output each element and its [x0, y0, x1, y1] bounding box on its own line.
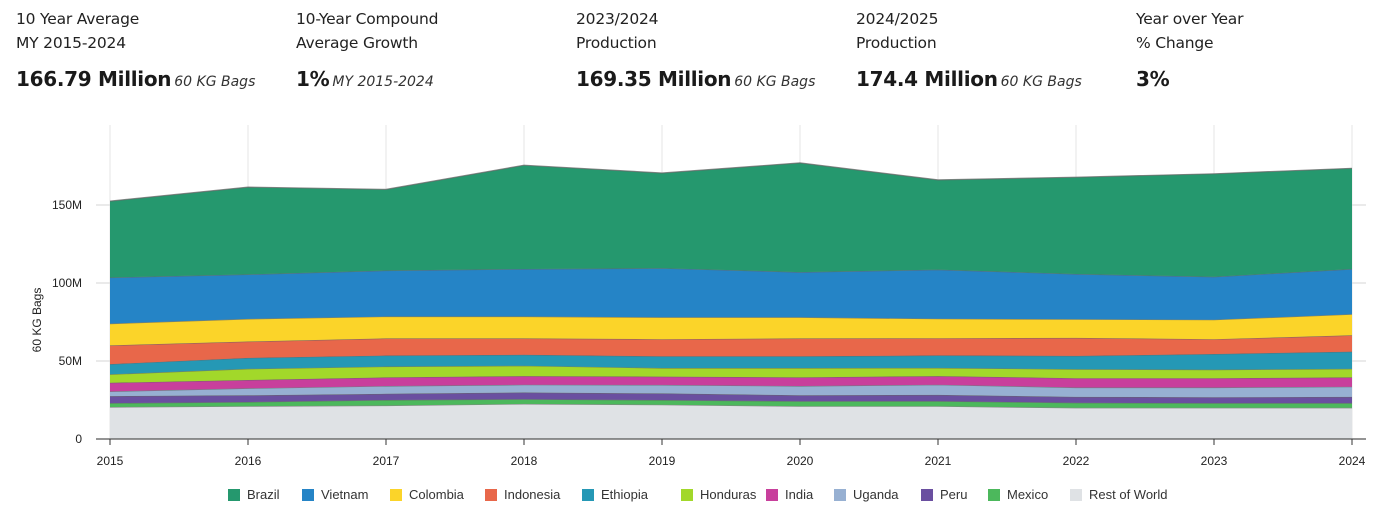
legend-label: Indonesia [504, 487, 561, 502]
legend-label: Vietnam [321, 487, 369, 502]
legend-label: Uganda [853, 487, 899, 502]
stat-unit: 60 KG Bags [734, 74, 816, 90]
stat-label: 10-Year Compound [296, 10, 439, 28]
x-tick-label: 2023 [1201, 454, 1228, 468]
stat-label: Production [576, 34, 657, 52]
area-rest-of-world[interactable] [110, 403, 1352, 439]
stat-label: 10 Year Average [16, 10, 140, 28]
summary-stats: 10 Year Average MY 2015-2024 166.79 Mill… [0, 0, 1384, 110]
stacked-area-chart: 0 50M 100M 150M 2015 2016 2017 2018 2019 2020 2021… [30, 125, 1366, 468]
legend-swatch [485, 488, 497, 501]
area-india[interactable] [110, 376, 1352, 392]
stat-label: 2024/2025 [856, 10, 939, 28]
stat-label: Production [856, 34, 937, 52]
stat-label: 2023/2024 [576, 10, 659, 28]
legend-label: Mexico [1007, 487, 1049, 502]
area-edge-brazil [109, 162, 1353, 202]
y-tick-label: 0 [75, 432, 82, 446]
legend-swatch [1070, 488, 1082, 501]
x-tick-label: 2022 [1063, 454, 1090, 468]
y-tick-label: 50M [59, 354, 82, 368]
stat-value: 3% [1136, 67, 1170, 91]
legend-swatch [228, 488, 240, 501]
legend-label: Ethiopia [601, 487, 648, 502]
area-edge-indonesia [109, 334, 1353, 346]
legend-swatch [988, 488, 1000, 501]
stat-value: 174.4 Million [856, 67, 998, 91]
stat-label: Average Growth [296, 34, 418, 52]
stat-value: 1% [296, 67, 330, 91]
legend-swatch [390, 488, 402, 501]
legend-item-colombia[interactable]: Colombia [390, 487, 464, 502]
axes: 0 50M 100M 150M 2015 2016 2017 2018 2019 2020 2021… [52, 198, 1366, 468]
legend-label: Rest of World [1089, 487, 1168, 502]
x-tick-label: 2019 [649, 454, 676, 468]
legend-swatch [582, 488, 594, 501]
legend-item-ethiopia[interactable]: Ethiopia [582, 487, 648, 502]
legend-swatch [834, 488, 846, 501]
stat-label: % Change [1136, 34, 1214, 52]
chart-legend: Brazil Vietnam Colombia Indonesia Ethiopia Ho… [0, 487, 1384, 507]
x-tick-label: 2016 [235, 454, 262, 468]
legend-swatch [921, 488, 933, 501]
legend-item-indonesia[interactable]: Indonesia [485, 487, 560, 502]
legend-item-uganda[interactable]: Uganda [834, 487, 899, 502]
stat-unit: 60 KG Bags [1000, 74, 1082, 90]
legend-item-vietnam[interactable]: Vietnam [302, 487, 368, 502]
area-uganda[interactable] [110, 384, 1352, 398]
area-colombia[interactable] [110, 314, 1352, 346]
stat-2024-2025-production: 2024/2025 Production 174.4 Million 60 KG … [856, 7, 1082, 91]
legend-label: Brazil [247, 487, 280, 502]
stat-ten-year-average: 10 Year Average MY 2015-2024 166.79 Mill… [16, 7, 255, 91]
stat-unit: 60 KG Bags [174, 74, 256, 90]
area-mexico[interactable] [110, 399, 1352, 408]
legend-item-brazil[interactable]: Brazil [228, 487, 280, 502]
area-indonesia[interactable] [110, 335, 1352, 365]
stat-2023-2024-production: 2023/2024 Production 169.35 Million 60 KG… [576, 7, 815, 91]
legend-item-mexico[interactable]: Mexico [988, 487, 1048, 502]
area-vietnam[interactable] [110, 268, 1352, 324]
stat-value: 166.79 Million [16, 67, 172, 91]
y-axis-title: 60 KG Bags [30, 288, 44, 353]
y-tick-label: 100M [52, 276, 82, 290]
area-series [109, 162, 1353, 439]
stat-compound-growth: 10-Year Compound Average Growth 1% MY 201… [296, 7, 438, 91]
x-tick-label: 2024 [1339, 454, 1366, 468]
area-peru[interactable] [110, 392, 1352, 404]
legend-item-india[interactable]: India [766, 487, 813, 502]
stat-label: MY 2015-2024 [16, 34, 126, 52]
y-tick-label: 150M [52, 198, 82, 212]
legend-item-honduras[interactable]: Honduras [681, 487, 756, 502]
legend-swatch [766, 488, 778, 501]
legend-item-peru[interactable]: Peru [921, 487, 967, 502]
stat-label: Year over Year [1136, 10, 1244, 28]
stat-year-over-year-change: Year over Year % Change 3% [1136, 7, 1243, 91]
legend-item-rest-of-world[interactable]: Rest of World [1070, 487, 1168, 502]
legend-swatch [302, 488, 314, 501]
area-brazil[interactable] [110, 162, 1352, 278]
stat-unit: MY 2015-2024 [332, 74, 434, 90]
x-tick-label: 2015 [97, 454, 124, 468]
x-tick-label: 2017 [373, 454, 400, 468]
x-tick-label: 2021 [925, 454, 952, 468]
stat-value: 169.35 Million [576, 67, 732, 91]
legend-label: Honduras [700, 487, 757, 502]
area-honduras[interactable] [110, 365, 1352, 383]
legend-label: India [785, 487, 814, 502]
area-ethiopia[interactable] [110, 351, 1352, 375]
x-tick-label: 2018 [511, 454, 538, 468]
legend-swatch [681, 488, 693, 501]
legend-label: Colombia [409, 487, 464, 502]
legend-label: Peru [940, 487, 968, 502]
x-tick-label: 2020 [787, 454, 814, 468]
